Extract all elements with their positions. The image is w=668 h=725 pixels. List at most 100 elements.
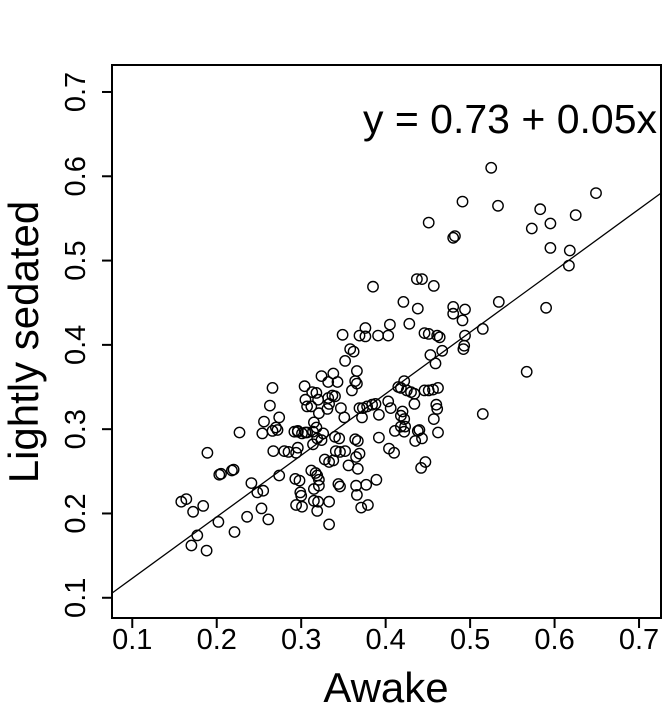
- data-point: [372, 431, 385, 444]
- data-point: [241, 510, 254, 523]
- data-point: [525, 222, 538, 235]
- y-tick-label: 0.4: [60, 325, 92, 365]
- data-point: [312, 479, 325, 492]
- data-point: [520, 365, 533, 378]
- data-point: [334, 445, 346, 458]
- y-tick-label: 0.7: [60, 72, 92, 112]
- data-point: [540, 301, 552, 314]
- y-tick-label: 0.5: [60, 240, 92, 280]
- data-point: [416, 432, 428, 445]
- data-point: [360, 478, 373, 491]
- data-point: [251, 486, 264, 499]
- data-point: [309, 467, 322, 479]
- data-point: [315, 370, 328, 382]
- equation-annotation: y = 0.73 + 0.05x: [363, 96, 658, 142]
- data-point: [418, 327, 431, 339]
- data-point: [191, 529, 204, 542]
- data-point: [258, 415, 270, 428]
- data-point: [397, 295, 410, 308]
- data-point: [255, 502, 268, 515]
- data-point: [307, 425, 319, 438]
- data-point: [331, 376, 344, 388]
- data-point: [382, 395, 395, 408]
- data-point: [422, 216, 435, 229]
- data-point: [427, 413, 440, 425]
- data-point: [359, 322, 372, 334]
- data-point: [333, 432, 346, 445]
- data-point: [367, 280, 379, 293]
- data-point: [419, 456, 432, 468]
- data-point: [398, 413, 411, 425]
- data-point: [350, 365, 363, 377]
- data-point: [329, 390, 341, 403]
- data-point: [372, 408, 385, 421]
- data-point: [273, 411, 286, 424]
- data-point: [355, 501, 368, 514]
- data-point: [394, 381, 407, 394]
- data-point: [408, 397, 421, 410]
- data-point: [273, 469, 286, 482]
- y-tick-label: 0.3: [60, 409, 92, 449]
- data-point: [336, 328, 349, 341]
- y-tick-label: 0.2: [60, 493, 92, 533]
- data-point: [305, 400, 318, 413]
- data-point: [432, 426, 444, 439]
- data-point: [403, 317, 416, 330]
- data-point: [422, 327, 435, 340]
- data-point: [350, 488, 363, 501]
- data-point: [436, 344, 449, 357]
- data-point: [447, 231, 460, 244]
- data-point: [382, 329, 395, 342]
- data-point: [296, 427, 308, 440]
- data-point: [213, 468, 226, 481]
- data-point: [332, 478, 345, 490]
- data-point: [456, 195, 469, 208]
- data-point: [485, 161, 498, 174]
- data-point: [349, 433, 362, 446]
- data-point: [432, 381, 444, 394]
- data-point: [180, 493, 193, 505]
- data-point: [233, 426, 246, 439]
- y-axis: 0.1 0.2 0.3 0.4 0.5 0.6 0.7: [60, 72, 112, 618]
- data-point: [201, 446, 214, 459]
- data-point: [427, 279, 440, 292]
- data-point: [590, 187, 602, 200]
- data-point: [228, 526, 241, 538]
- data-point: [262, 513, 275, 526]
- data-point: [269, 421, 282, 434]
- data-point: [323, 495, 335, 508]
- data-point: [410, 273, 423, 285]
- data-point: [200, 544, 213, 557]
- data-point: [431, 402, 444, 415]
- data-point: [448, 230, 461, 243]
- x-axis-title: Awake: [323, 664, 448, 711]
- data-point: [322, 376, 335, 388]
- y-tick-label: 0.6: [60, 156, 92, 196]
- x-tick-label: 0.4: [365, 624, 405, 656]
- data-point: [339, 445, 351, 457]
- data-point: [290, 446, 302, 459]
- data-point: [310, 386, 323, 399]
- data-point: [301, 426, 313, 439]
- data-point: [257, 484, 270, 497]
- data-point: [187, 505, 200, 518]
- regression-line: [111, 192, 662, 594]
- x-axis: 0.1 0.2 0.3 0.4 0.5 0.6 0.7: [112, 618, 659, 656]
- data-point: [296, 500, 308, 513]
- data-point: [433, 331, 446, 344]
- data-point: [266, 381, 279, 394]
- data-point: [345, 384, 358, 397]
- data-point: [306, 386, 319, 398]
- data-point: [361, 400, 373, 413]
- data-point: [411, 302, 424, 315]
- data-point: [278, 445, 291, 457]
- data-point: [447, 300, 460, 313]
- data-point: [293, 474, 306, 487]
- data-point: [399, 420, 411, 433]
- data-point: [459, 303, 471, 316]
- data-point: [563, 244, 576, 257]
- data-point: [447, 307, 460, 320]
- data-point: [383, 318, 396, 331]
- data-point: [312, 473, 325, 486]
